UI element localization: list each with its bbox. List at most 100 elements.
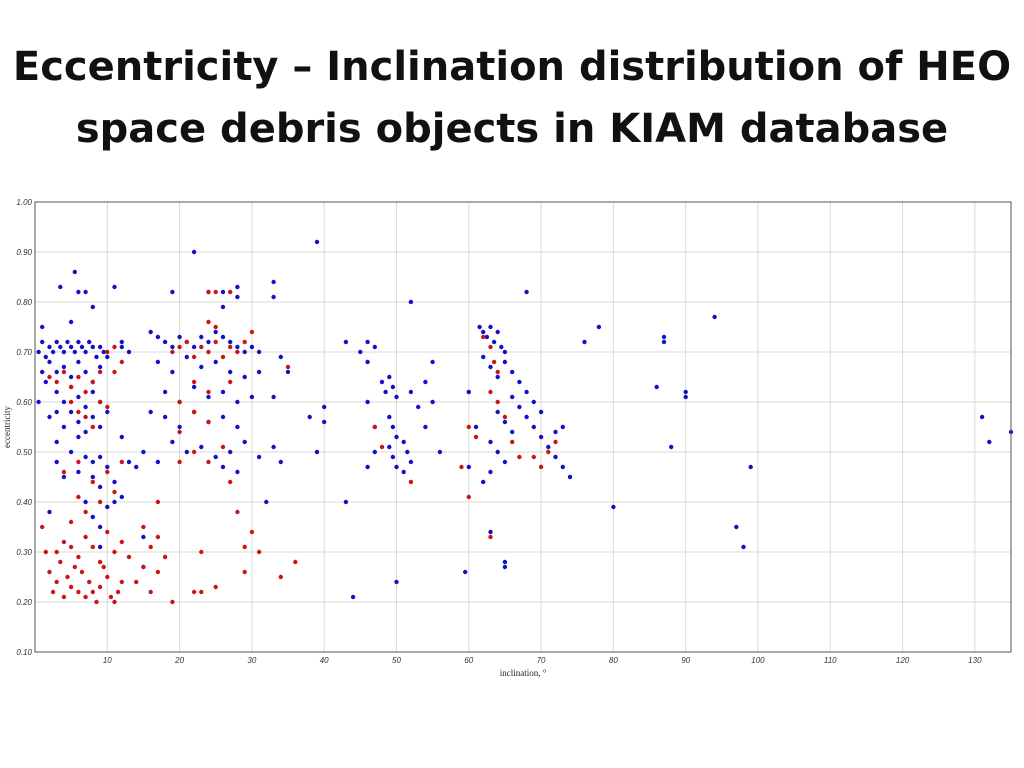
data-point-blue: [423, 379, 428, 385]
data-point-red: [170, 599, 175, 605]
data-point-red: [54, 549, 59, 555]
scatter-chart: 10 20 30 40 50 60 70 80 90 100 110 120 130 0.10 0.20 0.…: [2, 198, 1014, 678]
data-point-blue: [517, 404, 522, 410]
data-point-blue: [358, 349, 363, 355]
data-point-blue: [488, 529, 493, 535]
data-point-blue: [76, 359, 81, 365]
data-point-red: [553, 439, 558, 445]
data-point-blue: [481, 479, 486, 485]
data-point-red: [54, 379, 59, 385]
data-point-blue: [119, 339, 125, 345]
data-point-blue: [97, 424, 103, 430]
data-point-blue: [278, 459, 283, 465]
data-point-red: [155, 569, 161, 575]
data-point-blue: [502, 349, 508, 355]
data-point-blue: [463, 569, 468, 575]
data-point-red: [90, 544, 96, 550]
data-point-blue: [365, 359, 370, 365]
x-tick-label: 80: [609, 656, 618, 665]
x-tick-label: 110: [824, 656, 837, 665]
data-point-blue: [58, 284, 63, 290]
data-point-blue: [155, 359, 161, 365]
data-point-blue: [734, 524, 739, 530]
data-point-blue: [235, 284, 240, 290]
data-point-blue: [712, 314, 717, 320]
data-point-red: [491, 359, 497, 365]
data-point-blue: [683, 394, 688, 400]
data-point-blue: [58, 344, 63, 350]
data-point-red: [191, 409, 197, 415]
data-point-blue: [83, 349, 88, 355]
data-point-blue: [170, 439, 175, 445]
plot-frame: [34, 201, 1012, 653]
data-point-red: [242, 339, 247, 345]
data-point-blue: [170, 369, 175, 375]
y-tick-label: 1.00: [16, 198, 32, 207]
data-point-blue: [987, 439, 992, 445]
data-point-blue: [177, 334, 182, 340]
data-point-blue: [220, 289, 226, 295]
data-point-blue: [97, 344, 103, 350]
data-point-red: [40, 524, 45, 530]
data-point-blue: [36, 349, 41, 355]
data-point-blue: [228, 369, 233, 375]
data-point-red: [191, 449, 197, 455]
data-point-blue: [119, 344, 125, 350]
data-point-blue: [83, 454, 88, 460]
data-point-blue: [228, 339, 233, 345]
data-point-red: [105, 404, 110, 410]
data-point-blue: [979, 414, 985, 420]
data-point-blue: [235, 344, 240, 350]
data-point-blue: [61, 364, 67, 370]
data-point-red: [76, 589, 81, 595]
data-point-red: [213, 289, 218, 295]
data-point-blue: [206, 339, 211, 345]
data-point-red: [473, 434, 479, 440]
data-point-red: [502, 414, 508, 420]
data-point-blue: [502, 559, 508, 565]
data-point-red: [148, 544, 153, 550]
data-point-red: [228, 479, 233, 485]
data-point-blue: [191, 249, 197, 255]
data-point-blue: [54, 369, 59, 375]
data-point-blue: [437, 449, 443, 455]
data-point-blue: [510, 429, 515, 435]
data-point-blue: [394, 394, 399, 400]
data-point-red: [76, 554, 81, 560]
data-point-blue: [97, 544, 103, 550]
data-point-blue: [65, 339, 70, 345]
data-point-blue: [184, 354, 189, 360]
data-point-red: [242, 569, 247, 575]
data-point-blue: [47, 359, 52, 365]
data-point-blue: [271, 394, 276, 400]
data-point-blue: [213, 454, 218, 460]
data-point-blue: [495, 449, 500, 455]
data-point-blue: [235, 399, 240, 405]
data-point-red: [76, 374, 81, 380]
data-point-blue: [228, 449, 233, 455]
data-point-red: [68, 584, 74, 590]
data-point-red: [206, 319, 211, 325]
data-point-blue: [68, 409, 74, 415]
data-point-blue: [61, 349, 67, 355]
data-point-red: [119, 539, 125, 545]
data-point-red: [495, 399, 500, 405]
data-point-blue: [365, 464, 370, 470]
data-point-blue: [502, 359, 508, 365]
data-point-blue: [531, 424, 536, 430]
data-point-red: [488, 389, 493, 395]
data-point-red: [83, 594, 88, 600]
data-point-red: [495, 369, 500, 375]
data-point-red: [101, 564, 106, 570]
data-point-red: [83, 534, 88, 540]
data-point-blue: [235, 424, 240, 430]
data-point-blue: [264, 499, 269, 505]
data-point-blue: [105, 464, 110, 470]
data-point-blue: [40, 369, 45, 375]
data-point-red: [50, 589, 56, 595]
data-point-blue: [68, 344, 74, 350]
data-point-blue: [611, 504, 616, 510]
data-point-blue: [105, 354, 110, 360]
data-point-blue: [213, 359, 218, 365]
data-point-blue: [191, 344, 197, 350]
